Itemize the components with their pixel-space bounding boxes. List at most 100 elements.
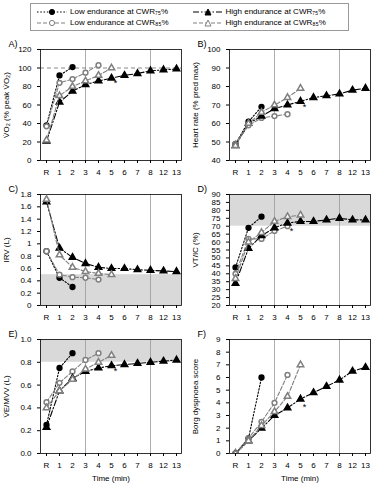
svg-text:12: 12	[159, 461, 168, 470]
svg-text:0.6: 0.6	[20, 264, 32, 273]
svg-text:12: 12	[348, 461, 357, 470]
svg-text:8: 8	[216, 348, 221, 357]
svg-text:1: 1	[246, 313, 251, 322]
svg-text:13: 13	[172, 313, 181, 322]
svg-text:4: 4	[285, 168, 290, 177]
svg-text:8: 8	[148, 168, 153, 177]
svg-text:50: 50	[212, 138, 221, 147]
svg-text:12: 12	[348, 168, 357, 177]
svg-text:30: 30	[212, 285, 221, 294]
svg-text:25: 25	[212, 293, 221, 302]
svg-text:13: 13	[172, 461, 181, 470]
svg-text:120: 120	[18, 45, 32, 54]
svg-text:7: 7	[135, 313, 140, 322]
svg-text:5: 5	[216, 386, 221, 395]
svg-text:7: 7	[135, 168, 140, 177]
svg-text:55: 55	[212, 246, 221, 255]
svg-text:3: 3	[272, 168, 277, 177]
svg-text:90: 90	[212, 64, 221, 73]
svg-text:*: *	[114, 78, 118, 88]
svg-text:20: 20	[23, 138, 32, 147]
svg-text:7: 7	[324, 461, 329, 470]
svg-text:4: 4	[96, 313, 101, 322]
svg-text:6: 6	[122, 168, 127, 177]
svg-text:40: 40	[212, 156, 221, 165]
svg-text:80: 80	[212, 206, 221, 215]
svg-text:8: 8	[148, 461, 153, 470]
svg-text:8: 8	[337, 168, 342, 177]
svg-text:60: 60	[23, 101, 32, 110]
svg-text:1: 1	[27, 239, 32, 248]
svg-text:13: 13	[361, 313, 370, 322]
svg-text:Borg dyspnoea score: Borg dyspnoea score	[191, 358, 200, 434]
svg-text:0.2: 0.2	[20, 426, 32, 435]
svg-text:V̇O₂ (% peak V̇O₂): V̇O₂ (% peak V̇O₂)	[2, 72, 11, 138]
svg-text:1: 1	[216, 436, 221, 445]
svg-text:0.8: 0.8	[20, 252, 32, 261]
svg-text:F): F)	[198, 329, 207, 339]
svg-text:20: 20	[212, 301, 221, 310]
svg-text:13: 13	[361, 168, 370, 177]
svg-text:3: 3	[83, 461, 88, 470]
svg-text:100: 100	[207, 45, 221, 54]
svg-text:1.4: 1.4	[20, 215, 32, 224]
svg-text:0: 0	[27, 156, 32, 165]
svg-text:5: 5	[109, 461, 114, 470]
svg-text:80: 80	[23, 82, 32, 91]
svg-text:R: R	[44, 168, 50, 177]
svg-text:A): A)	[9, 39, 18, 49]
svg-text:85: 85	[212, 198, 221, 207]
svg-text:V̇E/MVV (L): V̇E/MVV (L)	[2, 375, 11, 418]
svg-text:6: 6	[122, 461, 127, 470]
svg-text:7: 7	[324, 313, 329, 322]
svg-text:Heart rate (% pred max): Heart rate (% pred max)	[191, 62, 200, 148]
svg-text:13: 13	[361, 461, 370, 470]
svg-text:6: 6	[311, 461, 316, 470]
svg-text:1: 1	[57, 313, 62, 322]
svg-text:5: 5	[298, 313, 303, 322]
svg-text:2: 2	[216, 424, 221, 433]
svg-text:4: 4	[285, 313, 290, 322]
svg-text:4: 4	[216, 398, 221, 407]
svg-text:1: 1	[57, 461, 62, 470]
svg-text:*: *	[114, 366, 118, 376]
svg-text:8: 8	[148, 313, 153, 322]
svg-text:1.2: 1.2	[20, 227, 32, 236]
svg-text:8: 8	[337, 461, 342, 470]
svg-text:IRV (L): IRV (L)	[2, 237, 11, 263]
svg-text:3: 3	[272, 461, 277, 470]
svg-text:0.4: 0.4	[20, 403, 32, 412]
svg-text:2: 2	[70, 168, 75, 177]
svg-text:5: 5	[298, 461, 303, 470]
svg-text:0.6: 0.6	[20, 381, 32, 390]
svg-text:4: 4	[96, 461, 101, 470]
svg-text:80: 80	[212, 82, 221, 91]
svg-text:2: 2	[259, 313, 264, 322]
svg-text:2: 2	[259, 168, 264, 177]
svg-text:3: 3	[216, 411, 221, 420]
svg-text:7: 7	[135, 461, 140, 470]
svg-text:6: 6	[122, 313, 127, 322]
svg-text:50: 50	[212, 253, 221, 262]
svg-text:70: 70	[212, 222, 221, 231]
svg-text:60: 60	[212, 119, 221, 128]
svg-text:40: 40	[23, 119, 32, 128]
svg-text:5: 5	[109, 313, 114, 322]
svg-text:7: 7	[324, 168, 329, 177]
svg-text:4: 4	[285, 461, 290, 470]
svg-text:12: 12	[159, 313, 168, 322]
svg-text:2: 2	[259, 461, 264, 470]
svg-text:60: 60	[212, 238, 221, 247]
svg-text:13: 13	[172, 168, 181, 177]
svg-text:R: R	[44, 461, 50, 470]
svg-text:3: 3	[272, 313, 277, 322]
svg-text:5: 5	[298, 168, 303, 177]
svg-text:8: 8	[337, 313, 342, 322]
svg-text:40: 40	[212, 269, 221, 278]
svg-text:12: 12	[159, 168, 168, 177]
svg-text:7: 7	[216, 360, 221, 369]
svg-text:35: 35	[212, 277, 221, 286]
svg-text:12: 12	[348, 313, 357, 322]
svg-text:65: 65	[212, 230, 221, 239]
svg-text:1.6: 1.6	[20, 202, 32, 211]
